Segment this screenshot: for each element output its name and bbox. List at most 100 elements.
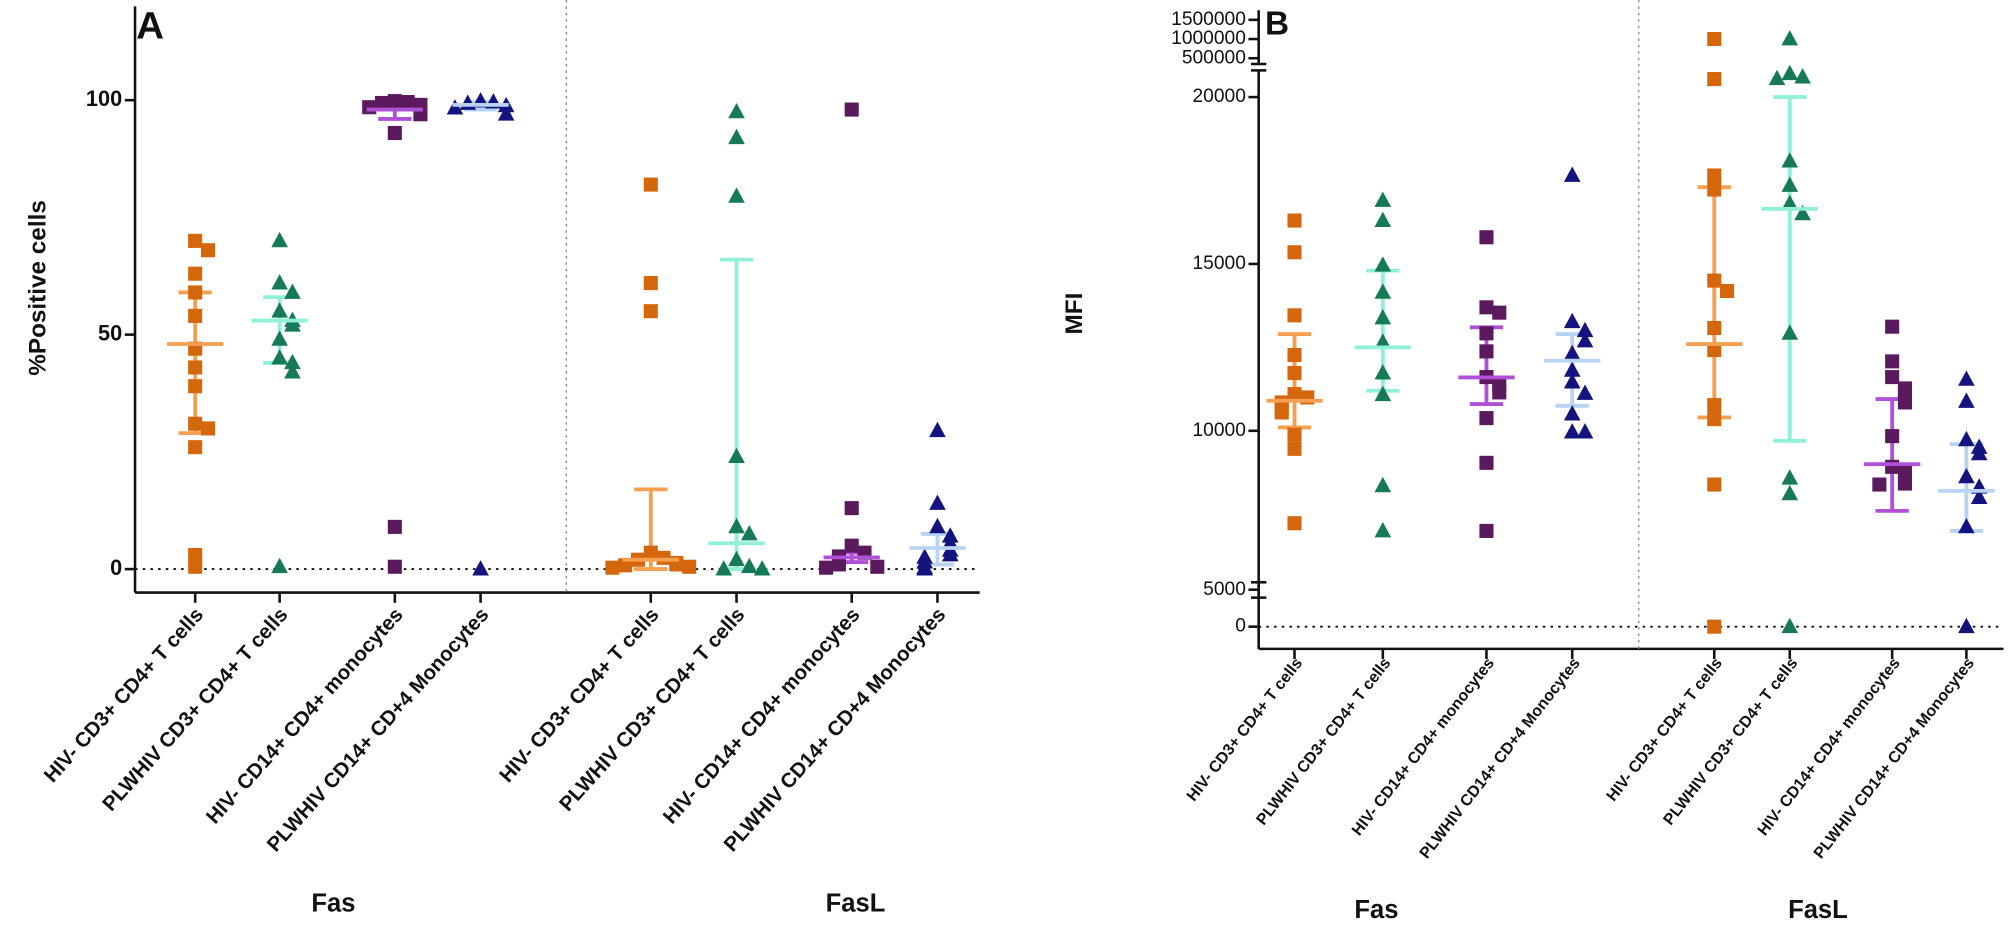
data-point: [1707, 273, 1722, 288]
data-point: [1707, 31, 1722, 47]
data-point: [1707, 72, 1722, 87]
data-point: [284, 283, 301, 299]
data-point: [1781, 617, 1799, 634]
data-point: [188, 308, 203, 323]
data-point: [1885, 459, 1900, 474]
data-point: [1781, 194, 1799, 210]
data-point: [1897, 476, 1913, 491]
data-point: [1707, 320, 1722, 336]
data-point: [1885, 319, 1900, 334]
panel-letter: A: [136, 4, 164, 47]
data-point: [1781, 469, 1799, 485]
data-point: [1479, 326, 1494, 341]
data-point: [1781, 30, 1799, 46]
data-point: [1576, 423, 1594, 439]
data-point: [618, 558, 633, 573]
data-point: [1958, 392, 1975, 408]
y-tick-label: 0: [110, 555, 122, 580]
data-point: [188, 547, 203, 563]
data-point: [446, 99, 464, 115]
data-point: [1794, 68, 1811, 84]
data-point: [1374, 309, 1392, 325]
y-tick-label: 500000: [1182, 47, 1246, 68]
data-point: [1563, 361, 1581, 377]
group-label: FasL: [1788, 896, 1848, 924]
data-point: [1707, 477, 1722, 492]
data-point: [472, 560, 489, 576]
y-tick-label: 10000: [1193, 420, 1246, 441]
data-point: [1563, 423, 1581, 439]
data-point: [362, 100, 377, 115]
data-point: [1374, 283, 1392, 299]
data-point: [271, 274, 288, 290]
data-point: [929, 494, 946, 510]
data-point: [1897, 395, 1913, 410]
data-point: [1287, 441, 1302, 456]
data-point: [200, 243, 216, 258]
data-point: [1970, 488, 1988, 504]
x-tick-label: HIV- CD3+ CD4+ T cells: [39, 603, 208, 787]
data-point: [1479, 411, 1494, 426]
data-point: [1707, 343, 1722, 358]
data-point: [1287, 308, 1302, 323]
y-tick-label: 20000: [1193, 86, 1246, 107]
x-tick-label: HIV- CD3+ CD4+ T cells: [495, 603, 664, 787]
data-point: [1576, 321, 1594, 338]
data-point: [271, 330, 288, 346]
data-point: [271, 302, 288, 318]
data-point: [831, 557, 846, 572]
data-point: [1287, 427, 1302, 442]
data-point: [1781, 64, 1799, 81]
data-point: [1563, 312, 1581, 329]
data-point: [1958, 617, 1975, 634]
data-point: [1374, 385, 1392, 402]
x-tick-label: PLWHIV CD14+ CD+4 Monocytes: [1417, 655, 1584, 862]
data-point: [1374, 211, 1392, 227]
data-point: [1287, 387, 1302, 402]
data-point: [188, 440, 203, 455]
data-point: [916, 560, 933, 576]
data-point: [387, 125, 402, 141]
data-point: [1781, 484, 1799, 501]
data-point: [1374, 191, 1392, 207]
data-point: [643, 177, 658, 192]
x-tick-label: PLWHIV CD3+ CD4+ T cells: [98, 603, 292, 815]
y-tick-label: 1500000: [1171, 9, 1246, 30]
data-point: [387, 559, 402, 574]
data-point: [497, 105, 515, 121]
data-point: [1563, 373, 1581, 389]
data-point: [1287, 213, 1302, 228]
y-tick-label: 0: [1235, 616, 1246, 637]
data-point: [271, 231, 288, 248]
data-point: [1576, 332, 1594, 348]
data-point: [1576, 384, 1594, 400]
data-point: [188, 416, 203, 431]
data-point: [1781, 176, 1799, 192]
data-point: [1492, 385, 1507, 400]
data-point: [188, 559, 203, 574]
data-point: [1563, 344, 1581, 361]
data-point: [741, 524, 758, 541]
data-point: [188, 360, 203, 375]
data-point: [605, 560, 620, 575]
data-point: [844, 501, 859, 516]
data-point: [188, 233, 203, 248]
y-tick-label: 15000: [1193, 253, 1246, 274]
data-point: [753, 560, 771, 576]
data-point: [387, 519, 402, 534]
group-label: Fas: [1354, 896, 1398, 924]
y-axis-label: %Positive cells: [24, 200, 51, 376]
data-point: [1707, 168, 1722, 183]
x-tick-label: PLWHIV CD3+ CD4+ T cells: [555, 603, 749, 815]
data-point: [1720, 283, 1735, 299]
data-point: [1274, 405, 1289, 420]
data-point: [188, 266, 203, 281]
data-point: [741, 557, 758, 574]
y-tick-label: 5000: [1203, 579, 1246, 600]
data-point: [1707, 412, 1722, 427]
y-tick-label: 50: [98, 320, 122, 345]
data-point: [188, 285, 203, 300]
data-point: [643, 304, 658, 319]
data-point: [1287, 245, 1302, 260]
data-point: [1479, 230, 1494, 245]
